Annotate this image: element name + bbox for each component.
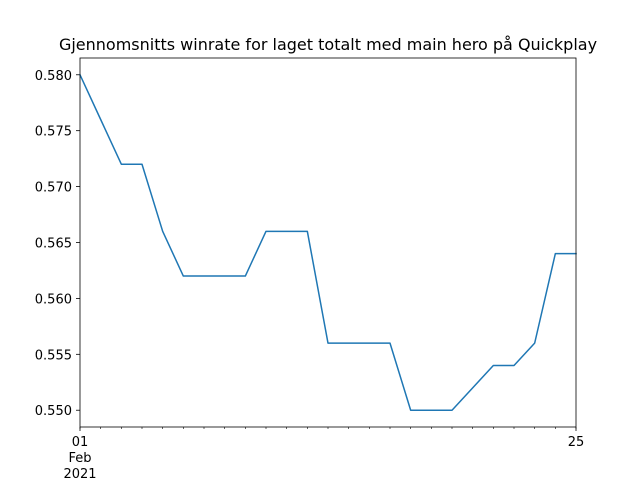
y-tick-label: 0.570 [35, 181, 72, 196]
chart-title: Gjennomsnitts winrate for laget totalt m… [59, 35, 597, 54]
y-tick-label: 0.550 [35, 404, 72, 419]
y-tick-label: 0.565 [35, 237, 72, 252]
y-tick-label: 0.560 [35, 292, 72, 307]
x-tick-label: Feb [68, 451, 91, 466]
x-tick-label: 2021 [63, 467, 96, 480]
x-tick-label: 01 [72, 435, 89, 450]
x-tick-label: 25 [568, 435, 585, 450]
y-tick-label: 0.580 [35, 69, 72, 84]
plot-frame [79, 57, 577, 428]
y-tick-label: 0.575 [35, 125, 72, 140]
y-tick-label: 0.555 [35, 348, 72, 363]
series-line [79, 73, 577, 411]
y-axis: 0.550 0.555 0.560 0.565 0.570 0.575 0.580 [35, 69, 80, 419]
